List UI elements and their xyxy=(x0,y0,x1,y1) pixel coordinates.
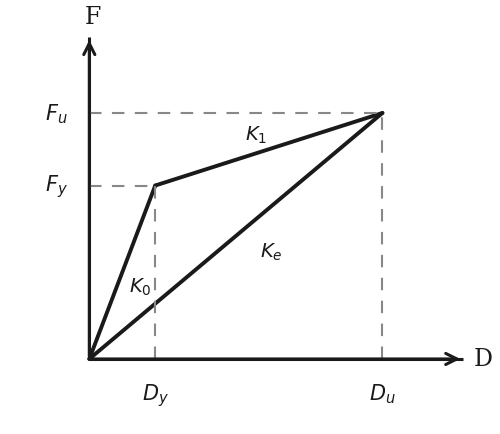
Text: $F_u$: $F_u$ xyxy=(44,102,68,125)
Text: $K_e$: $K_e$ xyxy=(260,241,282,262)
Text: $F_y$: $F_y$ xyxy=(44,173,68,200)
Text: $D_u$: $D_u$ xyxy=(369,381,396,405)
Text: F: F xyxy=(85,6,101,29)
Text: $K_0$: $K_0$ xyxy=(129,276,152,297)
Text: $K_1$: $K_1$ xyxy=(245,125,268,146)
Text: $D_y$: $D_y$ xyxy=(142,381,169,408)
Text: D: D xyxy=(474,348,493,371)
